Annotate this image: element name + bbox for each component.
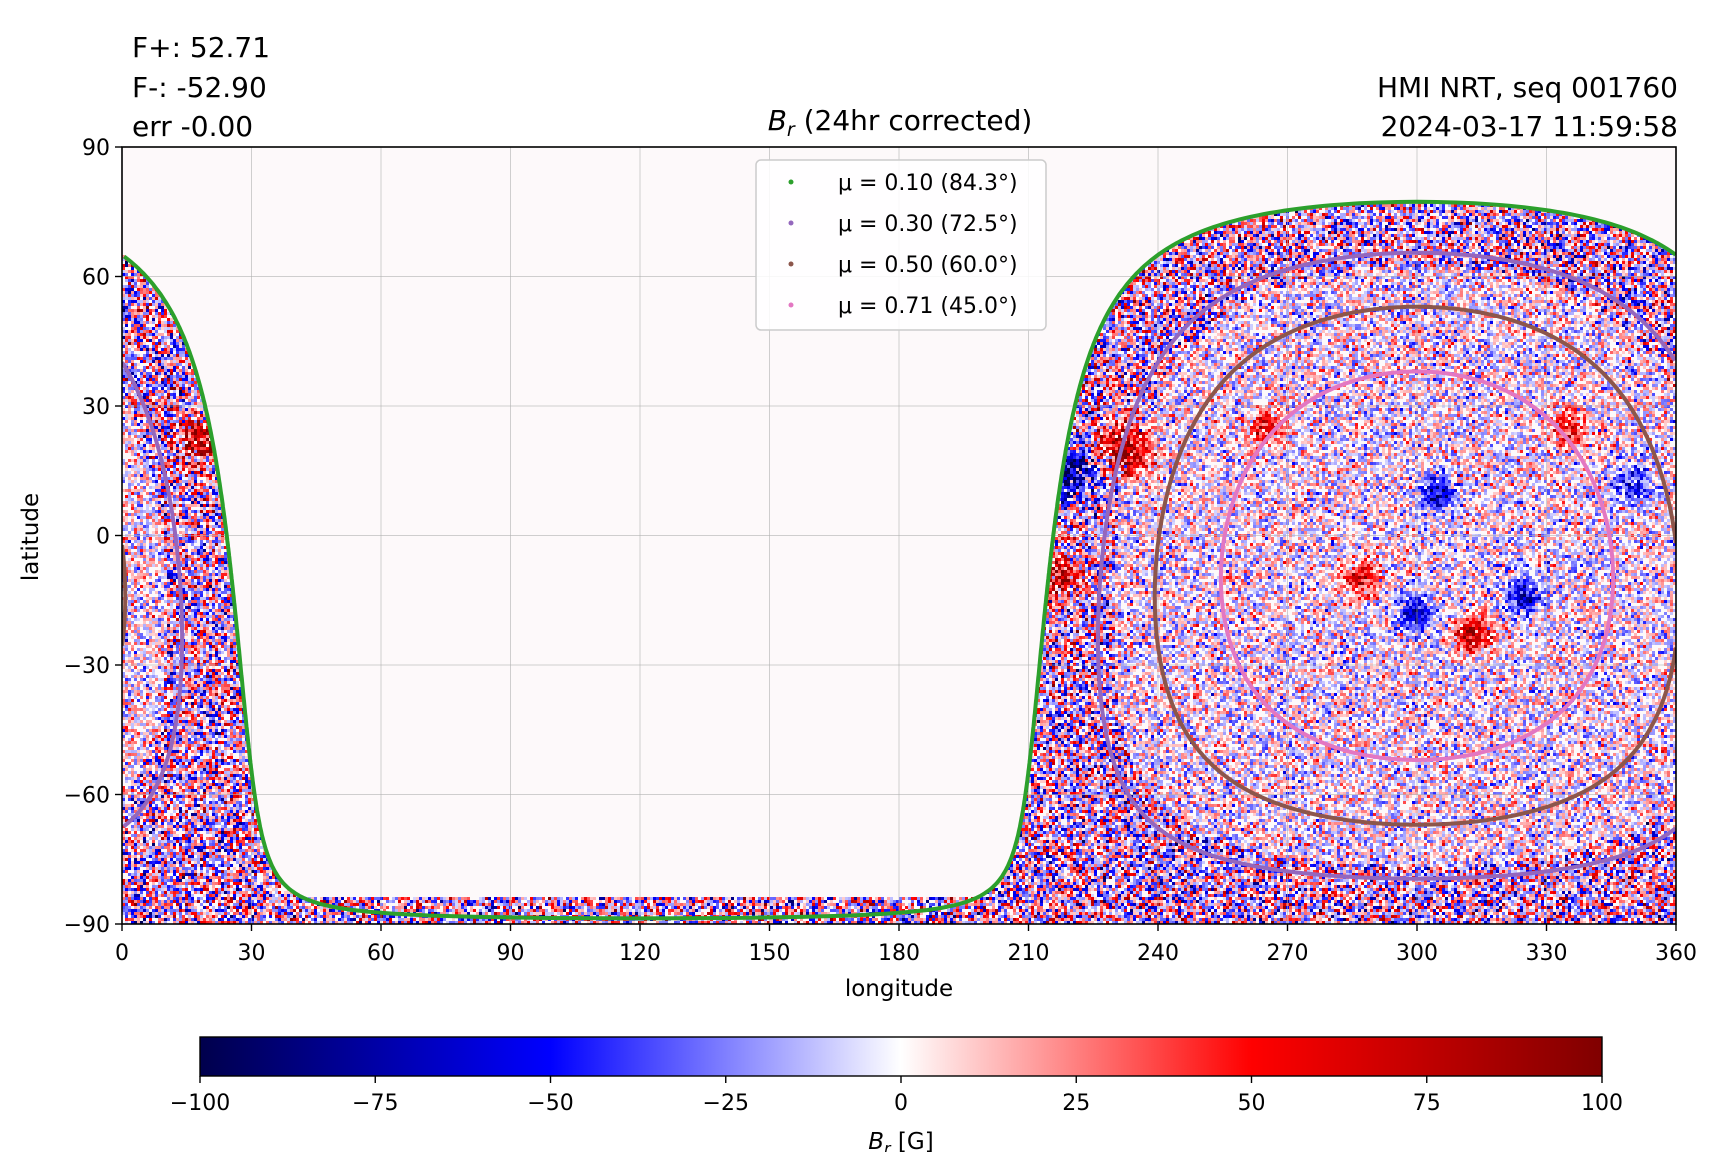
legend-label-2: μ = 0.50 (60.0°) <box>838 253 1018 278</box>
x-tick-label: 60 <box>367 941 395 966</box>
colorbar-tick-label: 100 <box>1581 1091 1623 1116</box>
x-tick-label: 150 <box>749 941 791 966</box>
legend-marker-2 <box>789 262 794 267</box>
error-label: err -0.00 <box>132 110 253 143</box>
y-tick-label: 0 <box>96 525 110 550</box>
chart-title-rest: (24hr corrected) <box>795 104 1033 137</box>
chart-title: Br (24hr corrected) <box>768 104 1033 141</box>
y-tick-label: 60 <box>82 266 110 291</box>
source-label: HMI NRT, seq 001760 <box>1377 71 1678 104</box>
x-tick-label: 210 <box>1008 941 1050 966</box>
colorbar-tick-label: 0 <box>894 1091 908 1116</box>
x-tick-label: 360 <box>1655 941 1697 966</box>
colorbar <box>200 1037 1602 1076</box>
colorbar-tick-label: −50 <box>527 1091 573 1116</box>
colorbar-label: Br [G] <box>868 1129 933 1152</box>
flux-negative-label: F-: -52.90 <box>132 71 267 104</box>
y-tick-label: −30 <box>64 654 110 679</box>
x-tick-label: 300 <box>1396 941 1438 966</box>
x-tick-label: 120 <box>619 941 661 966</box>
colorbar-label-rest: [G] <box>891 1129 934 1152</box>
colorbar-tick-label: −100 <box>170 1091 230 1116</box>
colorbar-tick-label: 75 <box>1413 1091 1441 1116</box>
y-tick-label: −90 <box>64 913 110 938</box>
y-axis-ticks: −90 −60 −30 0 30 60 90 <box>64 136 122 938</box>
x-tick-label: 90 <box>497 941 525 966</box>
colorbar-label-symbol: B <box>868 1129 884 1152</box>
y-tick-label: 90 <box>82 136 110 161</box>
legend-label-1: μ = 0.30 (72.5°) <box>838 212 1018 237</box>
legend-marker-3 <box>789 303 794 308</box>
x-tick-label: 0 <box>115 941 129 966</box>
colorbar-tick-label: 50 <box>1238 1091 1266 1116</box>
flux-positive-label: F+: 52.71 <box>132 31 270 64</box>
y-tick-label: 30 <box>82 395 110 420</box>
legend-marker-1 <box>789 221 794 226</box>
colorbar-tick-label: −25 <box>703 1091 749 1116</box>
x-tick-label: 240 <box>1137 941 1179 966</box>
legend-label-0: μ = 0.10 (84.3°) <box>838 171 1018 196</box>
chart-title-symbol: B <box>768 104 787 137</box>
x-tick-label: 180 <box>878 941 920 966</box>
x-tick-label: 270 <box>1267 941 1309 966</box>
colorbar-tick-label: 25 <box>1062 1091 1090 1116</box>
y-axis-label: latitude <box>18 493 44 581</box>
x-tick-label: 30 <box>238 941 266 966</box>
x-axis-ticks: 0 30 60 90 120 150 180 210 240 270 300 330 360 <box>115 924 1697 966</box>
y-tick-label: −60 <box>64 784 110 809</box>
legend-marker-0 <box>789 180 794 185</box>
colorbar-tick-label: −75 <box>352 1091 398 1116</box>
x-axis-label: longitude <box>845 976 953 1002</box>
timestamp-label: 2024-03-17 11:59:58 <box>1381 110 1678 143</box>
legend-label-3: μ = 0.71 (45.0°) <box>838 294 1018 319</box>
x-tick-label: 330 <box>1526 941 1568 966</box>
legend: μ = 0.10 (84.3°) μ = 0.30 (72.5°) μ = 0.50… <box>756 160 1046 330</box>
colorbar-ticks: −100 −75 −50 −25 0 25 50 75 100 <box>170 1076 1623 1116</box>
